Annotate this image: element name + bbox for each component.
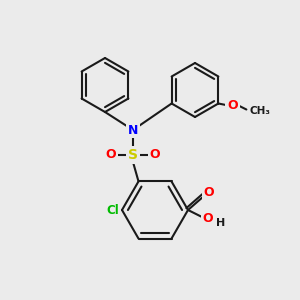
Text: Cl: Cl: [106, 203, 119, 217]
Text: O: O: [150, 148, 160, 161]
Text: O: O: [203, 212, 213, 224]
Text: O: O: [227, 99, 238, 112]
Text: H: H: [216, 218, 225, 228]
Text: N: N: [128, 124, 138, 136]
Text: O: O: [204, 187, 214, 200]
Text: O: O: [106, 148, 116, 161]
Text: S: S: [128, 148, 138, 162]
Text: CH₃: CH₃: [249, 106, 270, 116]
